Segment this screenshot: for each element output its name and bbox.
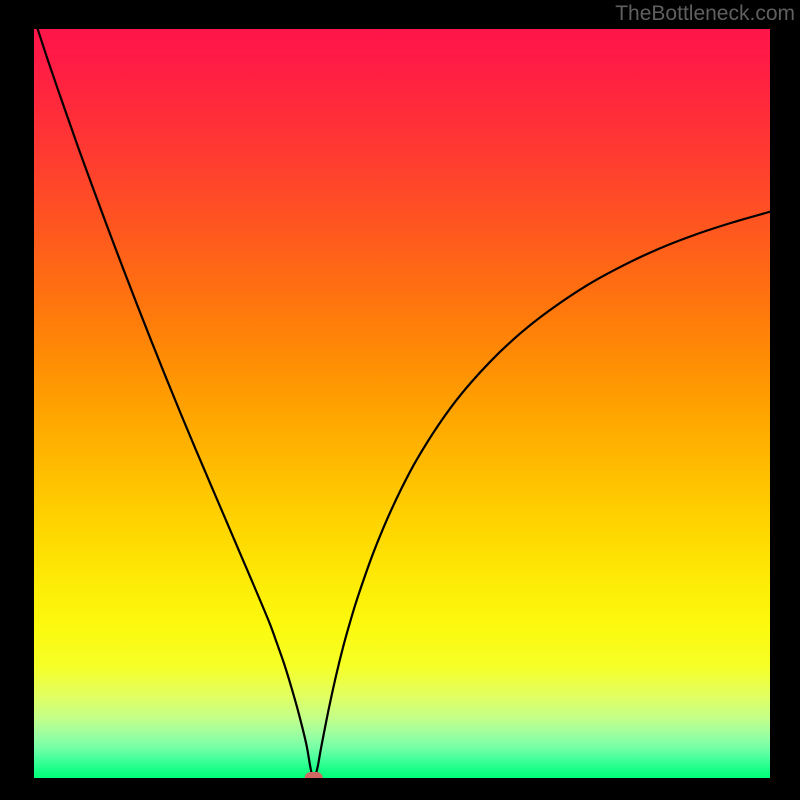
plot-gradient-background — [34, 29, 770, 778]
chart-frame: TheBottleneck.com — [0, 0, 800, 800]
bottleneck-chart: TheBottleneck.com — [0, 0, 800, 800]
watermark-text: TheBottleneck.com — [615, 2, 795, 25]
